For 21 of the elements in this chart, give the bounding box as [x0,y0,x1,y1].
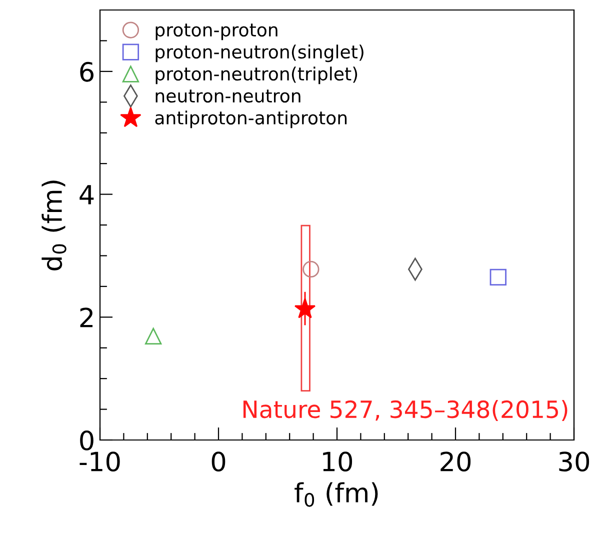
legend-label: proton-neutron(triplet) [156,66,358,84]
point [294,298,316,318]
x-tick-label: 20 [440,452,471,472]
y-tick-label: 6 [80,62,94,82]
x-tick-label: 30 [559,452,590,472]
legend-label: proton-proton [156,24,278,40]
x-tick-label: 0 [212,452,226,472]
y-tick-label: 4 [80,185,94,204]
x-tick-label: 10 [323,452,352,472]
legend-label: antiproton-antiproton [155,110,347,128]
y-axis-title: d$_{0}$ (fm) [42,180,66,270]
point [302,260,320,278]
legend-label: neutron-neutron [156,90,300,103]
point [490,268,506,286]
y-tick-label: 2 [80,308,92,328]
legend-label: proton-neutron(singlet) [156,44,364,62]
x-tick-label: -10 [80,452,120,472]
annotation: Nature 527, 345–348(2015) [243,400,568,422]
point [144,328,162,345]
y-tick-label: 0 [80,430,94,450]
x-axis-title: f$_{0}$ (fm) [294,482,378,507]
